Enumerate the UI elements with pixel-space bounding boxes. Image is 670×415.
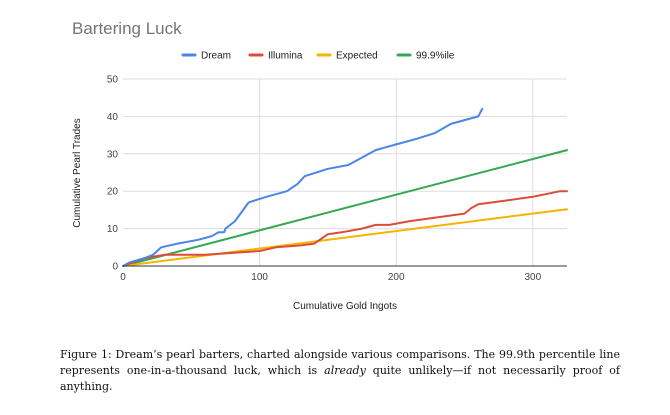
y-tick-label: 40 (107, 112, 119, 123)
series-line-expected (122, 208, 568, 267)
gridlines (123, 78, 567, 266)
x-tick-labels: 0 100 200 300 (120, 272, 541, 283)
y-axis-title: Cumulative Pearl Trades (72, 118, 83, 228)
legend-label: Expected (336, 51, 378, 62)
legend-label: 99.9%ile (416, 51, 455, 62)
legend-label: Dream (201, 51, 231, 62)
figure-caption: Figure 1: Dream’s pearl barters, charted… (60, 347, 620, 395)
x-axis-title: Cumulative Gold Ingots (293, 301, 397, 312)
caption-emphasis: already (324, 364, 366, 377)
bartering-luck-chart: Bartering Luck Dream Illumina Expected 99.9… (72, 19, 568, 312)
chart-title: Bartering Luck (72, 19, 182, 38)
x-tick-label: 300 (525, 272, 542, 283)
x-tick-label: 200 (388, 272, 405, 283)
caption-text-start: Figure 1: Dream’s pearl barters, charted… (60, 348, 620, 377)
series-line-illumina (122, 190, 568, 267)
y-tick-label: 30 (107, 149, 119, 160)
caption-text-end: quite unlikely—if not necessarily proof … (60, 364, 620, 393)
legend-label: Illumina (268, 51, 303, 62)
y-tick-label: 50 (107, 75, 119, 86)
series-line-99-9-ile (122, 149, 568, 267)
y-tick-labels: 0 10 20 30 40 50 (107, 75, 119, 273)
series-lines (122, 107, 568, 267)
legend: Dream Illumina Expected 99.9%ile (181, 51, 455, 62)
x-tick-label: 100 (251, 272, 268, 283)
y-tick-label: 10 (107, 224, 119, 235)
series-line-dream (122, 107, 484, 267)
x-tick-label: 0 (120, 272, 126, 283)
y-tick-label: 0 (112, 262, 118, 273)
y-tick-label: 20 (107, 187, 119, 198)
